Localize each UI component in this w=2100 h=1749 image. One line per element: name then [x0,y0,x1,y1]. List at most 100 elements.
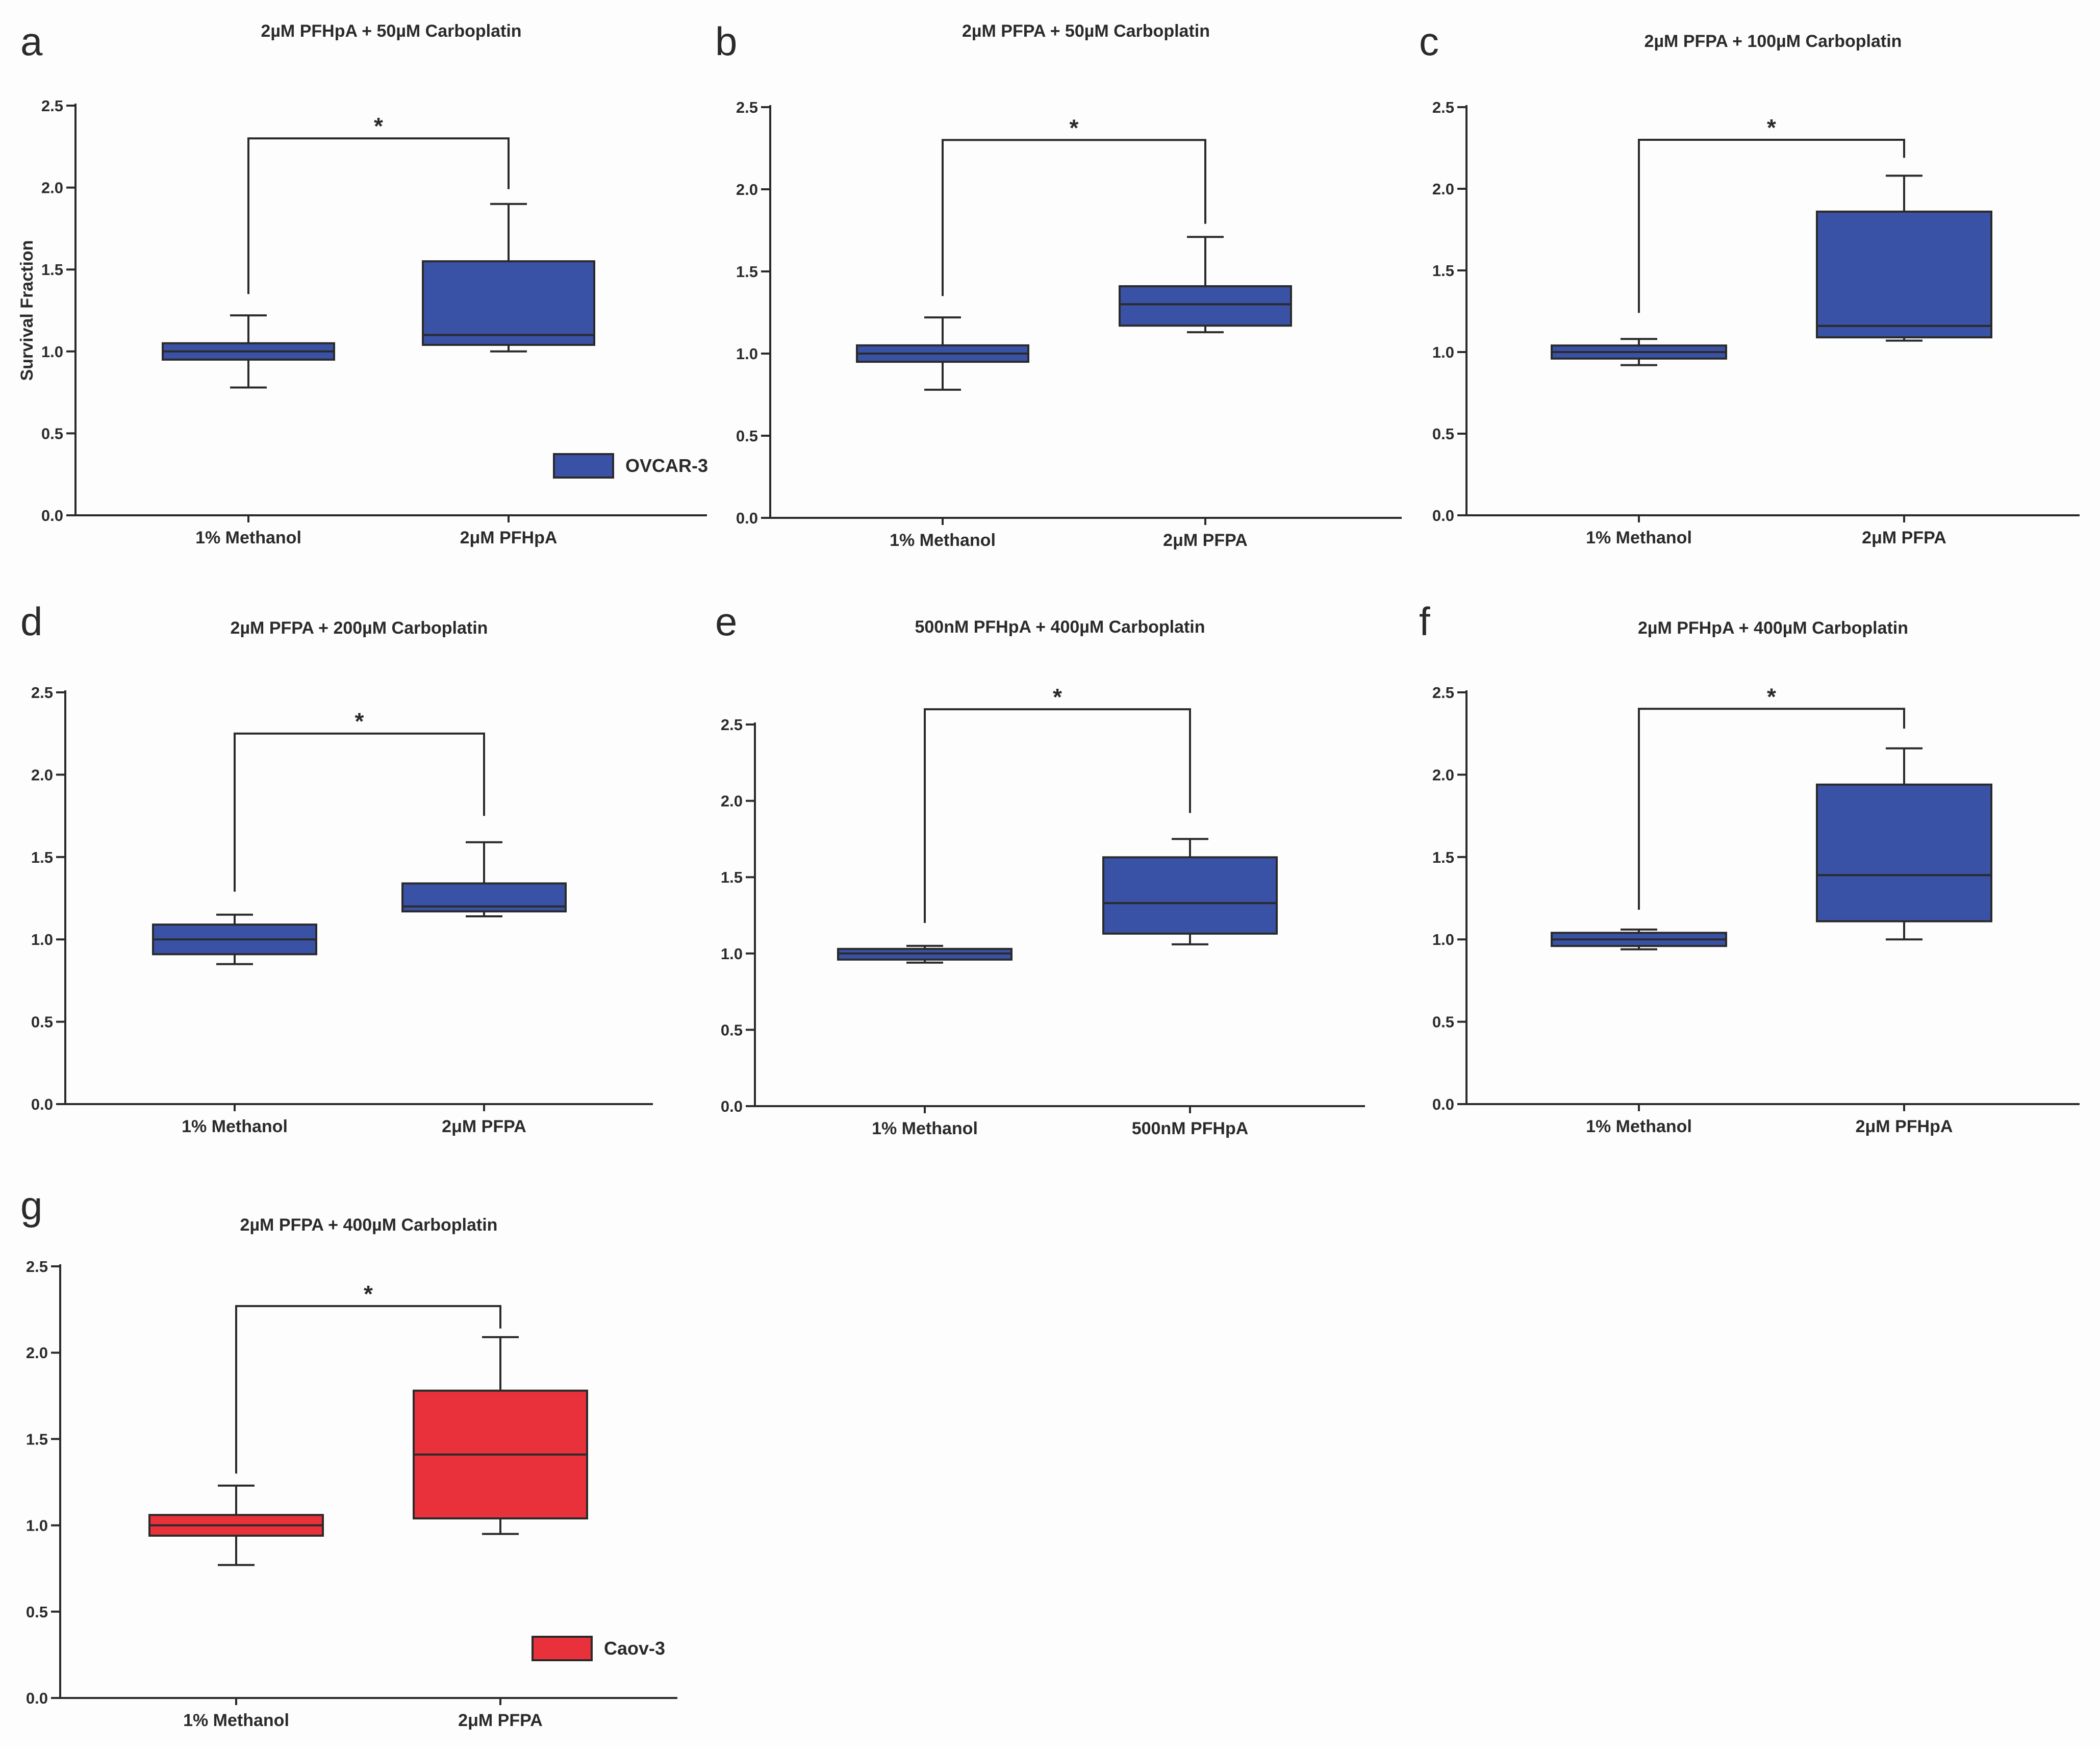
box-treatment [1816,747,1992,941]
significance-label: * [1053,684,1062,710]
significance-label: * [1070,114,1079,141]
box-treatment [413,1336,588,1535]
y-tick-label: 0.5 [41,424,63,442]
panel-title: 2µM PFHpA + 400µM Carboplatin [1638,618,1908,638]
y-tick-label: 1.0 [41,343,63,361]
significance-bracket: * [235,1281,501,1474]
x-tick-label: 2μM PFPA [1163,531,1248,550]
x-tick-label: 1% Methanol [890,531,996,550]
bracket-line [1638,139,1905,313]
box-iqr [1816,210,1992,339]
bracket-line [234,732,485,892]
panel-letter: f [1419,599,1430,644]
y-tick-label: 1.5 [1432,262,1454,280]
y-tick-label: 2.5 [1432,98,1454,116]
y-tick-label: 0.0 [1432,507,1454,524]
significance-label: * [1767,114,1776,141]
box-treatment [1119,236,1292,334]
box-treatment [401,841,567,918]
significance-bracket: * [234,708,485,892]
panel-b: b 2µM PFPA + 50µM Carboplatin 0.0 0.5 1.0 1.5… [715,19,1402,550]
x-tick-label: 2μM PFPA [458,1711,543,1730]
panel-letter: b [715,19,737,64]
y-tick-label: 2.0 [31,766,53,784]
panel-letter: a [20,19,43,64]
panel-e: e 500nM PFHpA + 400µM Carboplatin 0.0 0.5 1.… [715,599,1365,1138]
y-tick-label: 1.0 [721,945,743,963]
significance-bracket: * [1638,114,1905,313]
bracket-line [247,137,510,294]
x-tick-label: 2μM PFHpA [1856,1117,1953,1136]
x-tick-label: 1% Methanol [195,528,301,547]
y-tick-label: 2.0 [41,179,63,197]
legend: OVCAR-3 [553,453,708,479]
bracket-line [924,708,1191,923]
y-tick-label: 2.0 [721,792,743,810]
y-tick-label: 1.0 [26,1517,48,1535]
box-treatment [1102,838,1278,945]
bracket-line [235,1305,501,1474]
panel-title: 2µM PFPA + 200µM Carboplatin [231,618,488,638]
box-control [148,1484,324,1566]
significance-label: * [355,708,364,735]
y-tick-label: 0.5 [736,427,758,445]
y-tick-label: 2.0 [1432,180,1454,198]
y-tick-label: 0.0 [1432,1095,1454,1113]
panel-letter: d [20,599,42,644]
y-tick-label: 2.5 [736,98,758,116]
x-tick-label: 500nM PFHpA [1132,1119,1249,1138]
y-tick-label: 1.0 [1432,931,1454,948]
box-control [1551,928,1727,951]
y-tick-label: 1.5 [26,1430,48,1448]
y-tick-label: 2.0 [736,181,758,198]
significance-label: * [364,1281,373,1307]
legend: Caov-3 [532,1636,665,1661]
legend-swatch [553,453,614,479]
y-tick-label: 1.5 [721,868,743,886]
box-control [1551,338,1727,366]
significance-label: * [1767,683,1776,710]
significance-bracket: * [1638,683,1905,910]
y-tick-label: 1.5 [41,261,63,279]
x-tick-label: 1% Methanol [1586,528,1692,547]
y-tick-label: 1.5 [31,848,53,866]
y-tick-label: 0.0 [721,1097,743,1115]
panel-title: 2µM PFPA + 100µM Carboplatin [1644,32,1902,51]
y-tick-label: 1.0 [736,345,758,363]
y-tick-label: 1.0 [31,931,53,948]
y-tick-label: 0.0 [26,1689,48,1707]
legend-label: Caov-3 [604,1638,665,1659]
significance-bracket: * [247,113,510,294]
box-control [152,913,317,965]
y-tick-label: 2.5 [721,716,743,734]
x-tick-label: 1% Methanol [872,1119,978,1138]
y-tick-label: 2.0 [1432,766,1454,784]
y-tick-label: 0.0 [41,507,63,524]
y-tick-label: 1.5 [1432,848,1454,866]
y-axis-label: Survival Fraction [17,240,37,381]
panel-f: f 2µM PFHpA + 400µM Carboplatin 0.0 0.5 1.0 1… [1419,599,2080,1136]
x-tick-label: 1% Methanol [1586,1117,1692,1136]
y-tick-label: 2.5 [1432,684,1454,702]
x-tick-label: 1% Methanol [182,1117,288,1136]
y-tick-label: 0.5 [1432,425,1454,443]
y-tick-label: 2.5 [41,97,63,115]
x-tick-label: 2μM PFPA [1862,528,1946,547]
y-tick-label: 0.5 [721,1021,743,1039]
box-iqr [1119,285,1292,327]
box-iqr [1816,783,1992,922]
y-tick-label: 0.0 [31,1095,53,1113]
box-control [856,316,1029,391]
significance-bracket: * [942,114,1206,296]
box-control [162,314,335,389]
y-tick-label: 0.5 [26,1603,48,1621]
x-tick-label: 1% Methanol [183,1711,289,1730]
legend-label: OVCAR-3 [625,455,708,476]
bracket-line [1638,708,1905,910]
panel-title: 500nM PFHpA + 400µM Carboplatin [915,617,1205,637]
y-tick-label: 0.5 [31,1013,53,1031]
box-treatment [1816,174,1992,342]
panel-c: c 2µM PFPA + 100µM Carboplatin 0.0 0.5 1.0 1.… [1419,19,2080,547]
y-tick-label: 2.0 [26,1344,48,1362]
